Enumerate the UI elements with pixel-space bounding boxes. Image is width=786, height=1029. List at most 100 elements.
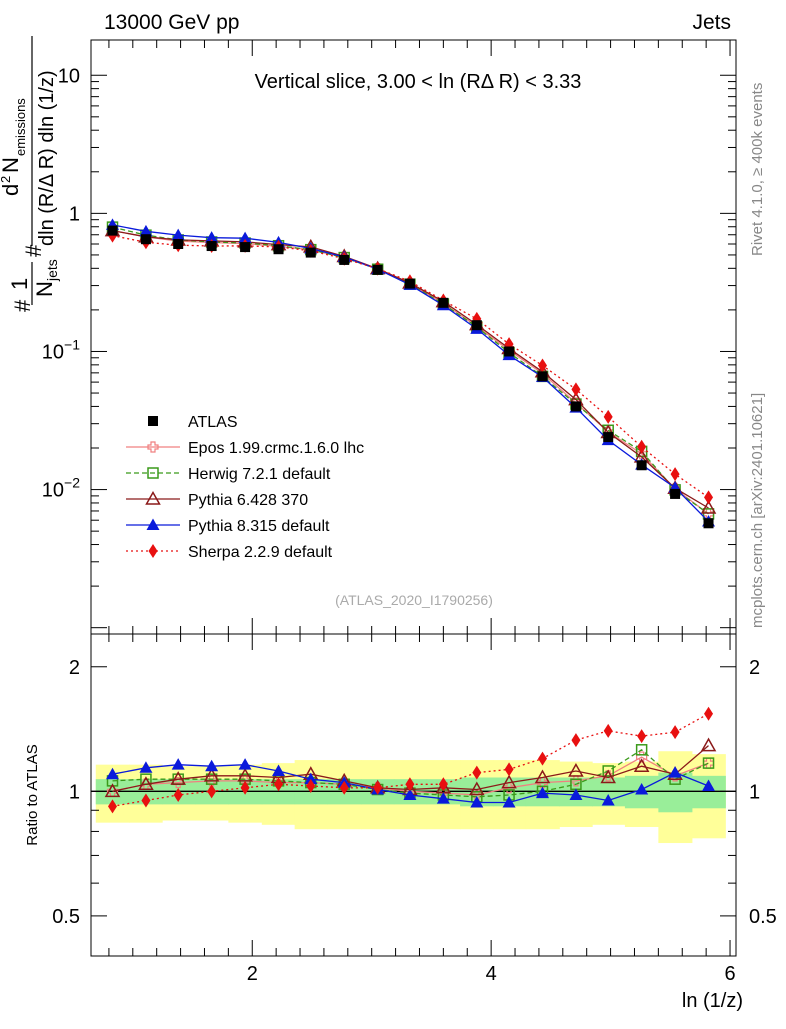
ratio-point-sherpa-4 <box>373 780 383 795</box>
ratio-point-sherpa-4 <box>637 729 647 744</box>
data-point-atlas <box>206 241 217 252</box>
point-pythia-3 <box>238 231 252 244</box>
ratio-point-pythia-3 <box>702 779 716 792</box>
ratio-point-pythia-2 <box>104 783 121 798</box>
main-y-tick-label: 10−1 <box>42 336 80 363</box>
legend-label: Pythia 6.428 370 <box>188 492 308 509</box>
collision-energy-label: 13000 GeV pp <box>104 11 239 34</box>
ratio-point-pythia-3 <box>106 767 119 780</box>
ratio-point-herwig-1 <box>602 765 614 777</box>
x-tick-label: 4 <box>486 963 497 985</box>
ratio-y-tick-label-right: 1 <box>749 781 760 803</box>
x-tick-label: 2 <box>247 963 258 985</box>
data-point-atlas <box>537 371 548 382</box>
data-point-atlas <box>636 460 647 471</box>
ratio-point-pythia-2 <box>501 774 517 789</box>
legend-label: Epos 1.99.crmc.1.6.0 lhc <box>188 440 364 457</box>
point-sherpa-4 <box>704 490 714 505</box>
point-pythia-3 <box>205 231 219 243</box>
ratio-point-pythia-3 <box>205 759 219 772</box>
ylabel-N: N <box>32 281 57 297</box>
data-point-atlas <box>438 297 449 308</box>
ratio-point-pythia-2 <box>170 771 186 785</box>
data-point-atlas <box>107 225 118 236</box>
ratio-y-tick-label-right: 2 <box>749 657 760 679</box>
ratio-point-sherpa-4 <box>274 777 284 792</box>
ratio-point-sherpa-4 <box>108 799 117 814</box>
data-point-atlas <box>471 320 482 331</box>
ratio-point-pythia-3 <box>502 795 516 808</box>
data-point-atlas <box>570 401 581 412</box>
mcplots-source-label: mcplots.cern.ch [arXiv:2401.10621] <box>749 393 766 628</box>
data-point-atlas <box>273 244 284 255</box>
point-pythia-3 <box>171 228 185 241</box>
legend-marker <box>145 490 161 505</box>
ratio-point-pythia-3 <box>470 795 484 808</box>
ylabel-hash2: # <box>21 244 46 257</box>
ratio-point-sherpa-4 <box>504 762 514 777</box>
point-sherpa-4 <box>538 358 547 373</box>
point-sherpa-4 <box>670 467 680 482</box>
ratio-point-pythia-2 <box>138 776 154 791</box>
data-point-atlas <box>603 432 614 443</box>
point-pythia-2 <box>700 499 717 514</box>
ratio-series-group <box>104 706 717 814</box>
data-point-atlas <box>173 238 184 249</box>
ratio-point-pythia-2 <box>700 737 717 752</box>
ratio-point-pythia-3 <box>403 788 417 800</box>
legend-label: ATLAS <box>188 414 238 431</box>
ratio-point-pythia-3 <box>139 761 153 773</box>
ratio-point-sherpa-4 <box>603 723 613 738</box>
ratio-point-pythia-3 <box>635 783 649 795</box>
legend-marker <box>148 416 158 426</box>
ratio-point-pythia-2 <box>203 767 220 782</box>
legend-label: Pythia 8.315 default <box>188 518 330 535</box>
ratio-point-pythia-3 <box>171 758 185 770</box>
legend-marker <box>148 544 158 558</box>
plot-title: Vertical slice, 3.00 < ln (RΔ R) < 3.33 <box>255 71 582 93</box>
legend: ATLAS Epos 1.99.crmc.1.6.0 lhc Herwig 7.2.… <box>126 414 364 561</box>
ratio-y-tick-label: 1 <box>69 781 80 803</box>
ratio-y-tick-label: 0.5 <box>52 906 80 928</box>
ratio-point-pythia-2 <box>633 758 650 772</box>
ylabel-denominator: dln (R/Δ R) dln (1/z) <box>36 70 58 246</box>
main-y-tick-label: 1 <box>69 203 80 225</box>
main-series-group <box>104 218 717 529</box>
ratio-point-pythia-2 <box>469 781 485 796</box>
ratio-y-axis-label: Ratio to ATLAS <box>24 744 41 845</box>
series-line-sherpa-4 <box>112 234 709 498</box>
point-pythia-3 <box>139 224 153 237</box>
ylabel-emissions: emissions <box>13 98 28 156</box>
ylabel-hash1: # <box>10 299 35 312</box>
data-point-atlas <box>372 264 383 275</box>
point-sherpa-4 <box>637 439 647 454</box>
ratio-y-tick-label: 2 <box>69 657 80 679</box>
data-point-atlas <box>140 234 151 245</box>
ylabel-Nem: N <box>0 157 23 173</box>
ratio-point-pythia-2 <box>534 769 551 784</box>
ratio-point-pythia-3 <box>536 786 549 799</box>
axis-ticks <box>91 40 736 957</box>
data-point-atlas <box>504 346 515 357</box>
data-point-atlas <box>404 278 415 289</box>
analysis-id-label: (ATLAS_2020_I1790256) <box>335 592 493 608</box>
ratio-y-tick-label-right: 0.5 <box>749 906 777 928</box>
rivet-version-label: Rivet 4.1.0, ≥ 400k events <box>749 83 766 256</box>
ratio-point-pythia-3 <box>668 766 682 778</box>
legend-marker <box>147 467 159 479</box>
ratio-point-sherpa-4 <box>571 733 581 748</box>
ratio-point-pythia-3 <box>238 758 252 770</box>
ratio-point-sherpa-4 <box>670 725 680 740</box>
ratio-point-herwig-1 <box>635 744 648 756</box>
ratio-point-pythia-3 <box>569 788 583 800</box>
data-point-atlas <box>240 242 251 253</box>
ylabel-square: 2 <box>0 176 13 183</box>
x-axis-label: ln (1/z) <box>682 990 743 1012</box>
ratio-point-sherpa-4 <box>704 706 714 721</box>
legend-marker <box>146 518 160 530</box>
data-point-atlas <box>339 254 350 265</box>
main-y-tick-label: 10 <box>58 65 80 87</box>
ratio-point-pythia-3 <box>272 764 286 776</box>
